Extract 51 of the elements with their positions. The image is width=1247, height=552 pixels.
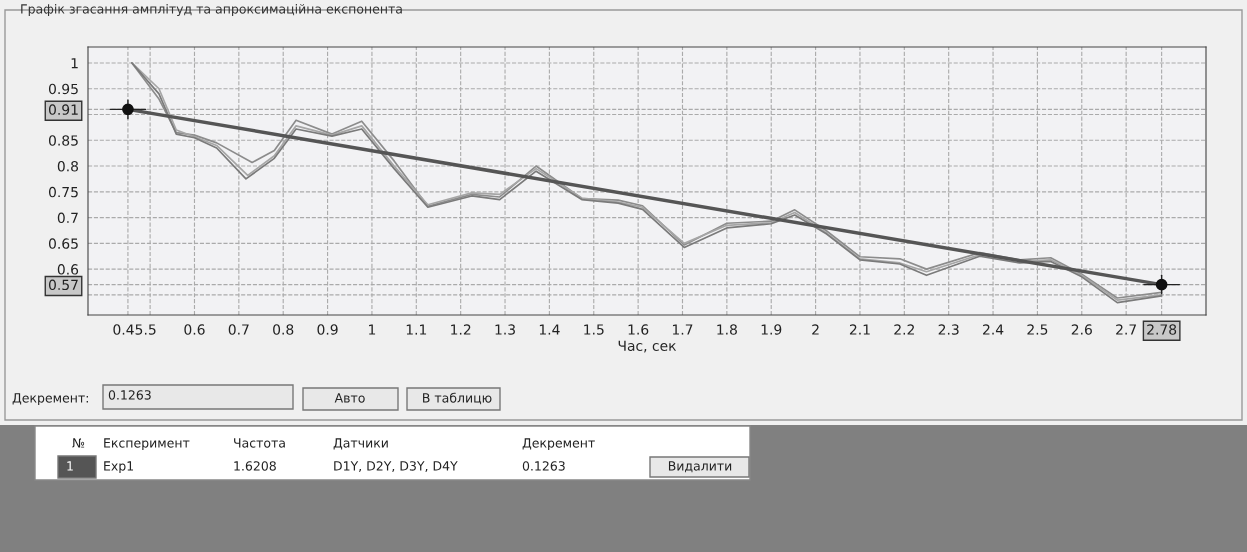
x-tick-label: 2.3 [938,324,959,335]
x-tick-label: 2.6 [1071,324,1092,335]
y-tick-label: 0.7 [57,212,78,224]
x-tick-label: 1.7 [672,324,693,335]
text: Частота [234,438,285,448]
text: 0.1263 [108,390,151,400]
x-tick-label: 0.45 [113,324,143,335]
x-tick-label: 1.5 [584,324,604,335]
text: Авто [334,393,365,403]
text: 1.6208 [234,461,276,471]
x-tick-label: 2.5 [1027,324,1048,335]
text: 0.1263 [522,461,565,471]
y-tick-label: 0.6 [57,264,79,275]
x-tick-label: 1.8 [717,324,737,335]
text: Exp1 [104,461,134,474]
x-tick-label: 2 [812,324,819,335]
x-tick-label: 0.7 [228,324,249,335]
text: Декремент: [12,393,88,406]
x-tick-label: 1.4 [539,324,560,335]
x-tick-label: 2.4 [983,324,1004,335]
y-tick-label: 0.8 [57,161,79,172]
x-tick-label: 0.8 [273,324,294,335]
x-tick-label: 2.7 [1116,324,1136,335]
y-tick-label: 0.91 [48,104,78,115]
y-tick-label: 0.95 [48,83,78,95]
text: В таблицю [423,392,492,405]
x-tick-label: 1.2 [451,324,471,335]
text: № [72,438,85,448]
x-tick-label: 1.1 [406,324,427,335]
text: Декремент [522,438,595,451]
x-tick-label: 2.1 [849,324,870,335]
text: Експеримент [104,438,190,451]
x-tick-label: 1 [369,324,376,335]
x-tick-label: 1.6 [628,324,649,335]
y-tick-label: 0.85 [48,135,78,146]
y-tick-label: 0.65 [48,238,78,249]
x-tick-label: 0.6 [184,324,205,335]
text: Датчики [333,438,388,450]
x-tick-label: .5 [144,324,156,335]
x-tick-label: 2.78 [1147,324,1177,335]
y-tick-label: 1 [71,58,78,69]
x-tick-label: 1.3 [495,324,515,335]
y-tick-label: 0.57 [48,279,78,291]
chart-title: Графік згасання амплітуд та апроксимаційна експонента [21,3,402,17]
x-tick-label: 1.9 [761,324,782,335]
x-tick-label: 2.2 [894,324,914,335]
text: Видалити [668,461,732,473]
x-axis-title: Час, сек [618,340,677,353]
text: D1Y, D2Y, D3Y, D4Y [334,461,458,472]
x-tick-label: 0.9 [317,324,338,335]
y-tick-label: 0.75 [48,186,78,198]
